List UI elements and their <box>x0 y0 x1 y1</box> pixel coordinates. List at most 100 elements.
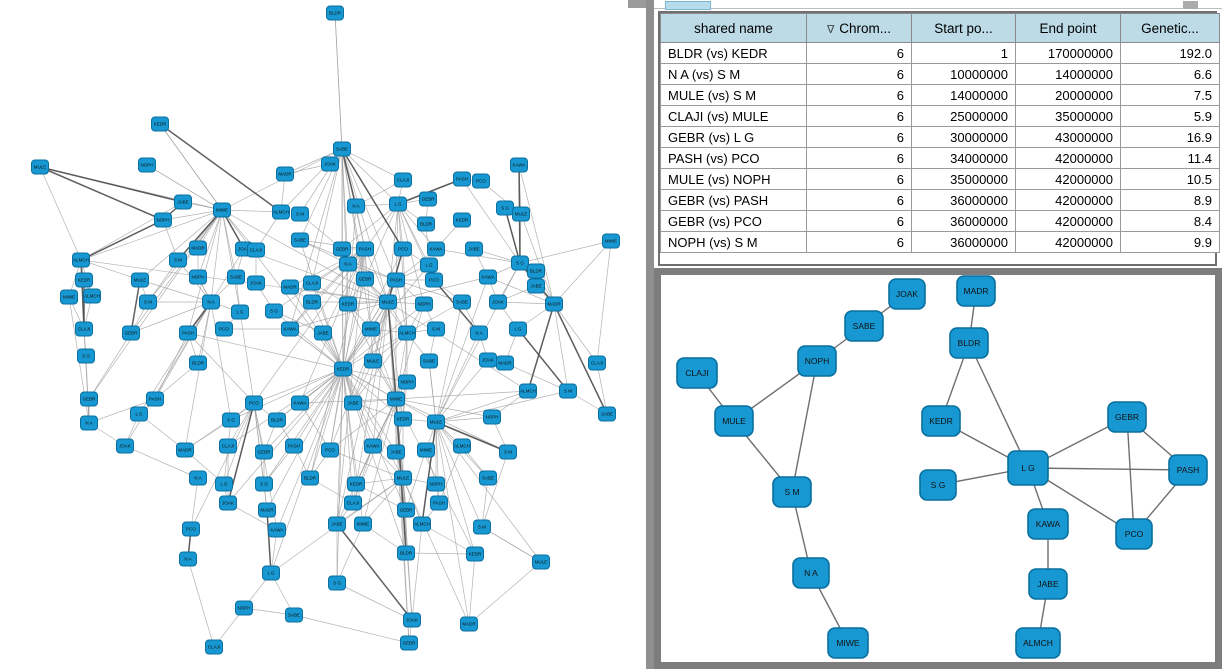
network-node[interactable]: KEDR <box>339 296 357 312</box>
network-node[interactable]: ALMCH <box>272 204 290 220</box>
network-node[interactable]: CLAJI <box>344 495 362 511</box>
table-row[interactable]: BLDR (vs) KEDR 6 1 170000000 192.0 <box>660 42 1220 64</box>
network-node[interactable]: SABE <box>285 607 303 623</box>
network-node[interactable]: MIWE <box>354 516 372 532</box>
network-node[interactable]: MADR <box>189 240 207 256</box>
table-row[interactable]: MULE (vs) S M 6 14000000 20000000 7.5 <box>660 84 1220 106</box>
network-node[interactable]: JABE <box>387 444 405 460</box>
network-node[interactable]: JOAK <box>219 495 237 511</box>
network-node-mule[interactable]: MULE <box>714 405 754 437</box>
network-node-madr[interactable]: MADR <box>956 275 996 307</box>
network-node[interactable]: L G <box>389 196 407 212</box>
network-node[interactable]: S G <box>328 575 346 591</box>
network-node[interactable]: ALMCH <box>519 383 537 399</box>
network-node[interactable]: JABE <box>314 325 332 341</box>
column-header-endpoint[interactable]: End point <box>1015 13 1121 43</box>
network-node[interactable]: KAWA <box>479 269 497 285</box>
network-node[interactable]: JOAK <box>321 156 339 172</box>
network-node[interactable]: SABE <box>453 294 471 310</box>
network-node[interactable]: S G <box>511 255 529 271</box>
network-node[interactable]: CLAJI <box>394 172 412 188</box>
network-node[interactable]: BLDR <box>527 263 545 279</box>
panel-divider[interactable] <box>646 0 654 669</box>
network-node[interactable]: BLDR <box>326 5 344 21</box>
network-node[interactable]: NOPH <box>483 409 501 425</box>
network-node[interactable]: SABE <box>479 470 497 486</box>
network-node[interactable]: PASH <box>356 241 374 257</box>
network-node-almch[interactable]: ALMCH <box>1015 627 1061 659</box>
network-node[interactable]: N A <box>189 470 207 486</box>
column-header-chrom[interactable]: ∇ Chrom... <box>806 13 912 43</box>
table-row[interactable]: GEBR (vs) L G 6 30000000 43000000 16.9 <box>660 126 1220 148</box>
network-node[interactable]: GEBR <box>255 444 273 460</box>
network-node[interactable]: N A <box>470 325 488 341</box>
filter-icon[interactable]: ∇ <box>826 23 835 36</box>
network-node[interactable]: SABE <box>598 406 616 422</box>
network-node[interactable]: MIWE <box>213 202 231 218</box>
network-node-miwe[interactable]: MIWE <box>827 627 869 659</box>
network-node[interactable]: S M <box>427 321 445 337</box>
network-node[interactable]: MIWE <box>417 442 435 458</box>
network-node-gebr[interactable]: GEBR <box>1107 401 1147 433</box>
network-node[interactable]: MIWE <box>362 321 380 337</box>
table-row[interactable]: NOPH (vs) S M 6 36000000 42000000 9.9 <box>660 231 1220 253</box>
network-node-pco[interactable]: PCO <box>1115 518 1153 550</box>
table-row[interactable]: GEBR (vs) PASH 6 36000000 42000000 8.9 <box>660 189 1220 211</box>
network-node[interactable]: KEDR <box>75 272 93 288</box>
filtered-network-canvas[interactable]: JOAK MADR SABE BLDR NOPH CLAJI MULE KEDR GEBR L G… <box>661 275 1215 662</box>
table-row[interactable]: PASH (vs) PCO 6 34000000 42000000 11.4 <box>660 147 1220 169</box>
network-node[interactable]: KEDR <box>151 116 169 132</box>
network-node[interactable]: PCO <box>425 272 443 288</box>
network-node[interactable]: S M <box>499 444 517 460</box>
network-node[interactable]: PASH <box>430 495 448 511</box>
network-node[interactable]: KAWA <box>427 241 445 257</box>
network-node[interactable]: MULE <box>131 272 149 288</box>
network-node[interactable]: ALMCH <box>453 438 471 454</box>
network-node[interactable]: ALMCH <box>83 288 101 304</box>
network-node[interactable]: N A <box>339 256 357 272</box>
network-node[interactable]: CLAJI <box>303 275 321 291</box>
network-node[interactable]: S G <box>222 412 240 428</box>
network-node[interactable]: S G <box>496 200 514 216</box>
network-node[interactable]: JABE <box>344 395 362 411</box>
column-header-startpo[interactable]: Start po... <box>911 13 1016 43</box>
network-node[interactable]: BLDR <box>417 216 435 232</box>
network-node[interactable]: KAWA <box>510 157 528 173</box>
network-node[interactable]: PCO <box>215 321 233 337</box>
network-node-claji[interactable]: CLAJI <box>676 357 718 389</box>
network-node[interactable]: MIWE <box>387 391 405 407</box>
network-node[interactable]: CLAJI <box>588 355 606 371</box>
network-node[interactable]: GEBR <box>80 391 98 407</box>
network-node[interactable]: GEBR <box>397 502 415 518</box>
network-node[interactable]: MULE <box>364 353 382 369</box>
network-node[interactable]: KEDR <box>334 361 352 377</box>
network-node[interactable]: MULE <box>512 206 530 222</box>
network-node[interactable]: JOAK <box>479 352 497 368</box>
network-node[interactable]: PCO <box>472 173 490 189</box>
network-node[interactable]: MADR <box>276 166 294 182</box>
network-node[interactable]: KEDR <box>347 476 365 492</box>
network-node-joak[interactable]: JOAK <box>888 278 926 310</box>
network-node-sg[interactable]: S G <box>919 469 957 501</box>
network-node[interactable]: MIWE <box>602 233 620 249</box>
network-node[interactable]: JABE <box>465 241 483 257</box>
network-node[interactable]: SABE <box>420 353 438 369</box>
network-node[interactable]: JOAK <box>489 294 507 310</box>
network-node[interactable]: MULE <box>427 414 445 430</box>
network-node[interactable]: MULE <box>379 294 397 310</box>
network-node[interactable]: NOPH <box>415 296 433 312</box>
network-node[interactable]: PCO <box>245 395 263 411</box>
network-node[interactable]: PCO <box>321 442 339 458</box>
network-node-sm[interactable]: S M <box>772 476 812 508</box>
network-node[interactable]: S G <box>255 476 273 492</box>
network-node[interactable]: NOPH <box>189 269 207 285</box>
network-node[interactable]: BLDR <box>397 545 415 561</box>
network-node[interactable]: KEDR <box>453 212 471 228</box>
network-node[interactable]: JABE <box>174 194 192 210</box>
network-node[interactable]: MADR <box>258 502 276 518</box>
network-node[interactable]: JOAK <box>247 275 265 291</box>
network-node[interactable]: PCO <box>182 521 200 537</box>
network-node[interactable]: L G <box>215 476 233 492</box>
network-node[interactable]: NOPH <box>138 157 156 173</box>
network-node[interactable]: L G <box>130 406 148 422</box>
